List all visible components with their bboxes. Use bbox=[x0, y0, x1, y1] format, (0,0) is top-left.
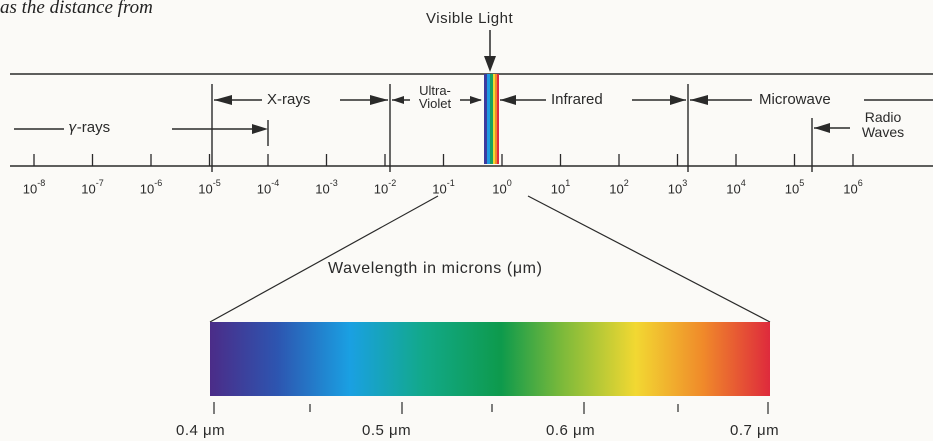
scale-tick-base: 10 bbox=[726, 181, 741, 197]
scale-tick-label: 10-7 bbox=[81, 178, 104, 197]
scale-tick-label: 10-1 bbox=[432, 178, 455, 197]
scale-tick-exponent: 3 bbox=[682, 178, 688, 188]
scale-tick-base: 10 bbox=[550, 181, 566, 197]
scale-tick-base: 10 bbox=[22, 181, 38, 197]
scale-tick-exponent: -4 bbox=[271, 178, 280, 188]
microwave-label: Microwave bbox=[756, 92, 834, 108]
visible-strip-green bbox=[490, 74, 493, 164]
scale-tick-label: 10-2 bbox=[373, 178, 397, 197]
radio-waves-label: Radio Waves bbox=[850, 110, 916, 140]
xray-arrow-right bbox=[370, 95, 388, 105]
visible-strip-orange bbox=[495, 74, 497, 164]
uv-arrow-right bbox=[470, 96, 482, 104]
scale-tick-label: 102 bbox=[609, 178, 629, 197]
caption-text: as the distance from bbox=[0, 0, 153, 18]
scale-tick-label: 104 bbox=[726, 178, 746, 197]
scale-tick-base: 10 bbox=[315, 181, 330, 197]
scale-tick-exponent: 0 bbox=[506, 178, 512, 188]
infrared-label: Infrared bbox=[548, 92, 606, 108]
ultraviolet-line2: Violet bbox=[418, 96, 452, 111]
uv-arrow-left bbox=[392, 96, 404, 104]
scale-tick-exponent: 4 bbox=[740, 178, 746, 188]
gamma-rays-label: 𝛾-rays bbox=[66, 120, 114, 136]
visible-light-label: Visible Light bbox=[426, 10, 514, 27]
scale-tick-base: 10 bbox=[256, 181, 272, 197]
scale-tick-base: 10 bbox=[432, 181, 447, 197]
wavelength-axis-label: Wavelength in microns (μm) bbox=[328, 260, 543, 277]
radio-arrow bbox=[814, 123, 830, 133]
scale-tick-exponent: -7 bbox=[95, 178, 104, 188]
x-rays-label: X-rays bbox=[264, 92, 314, 108]
micron-label-0.7: 0.7 μm bbox=[730, 422, 780, 439]
xray-arrow-left bbox=[214, 95, 232, 105]
scale-tick-base: 10 bbox=[373, 181, 389, 197]
scale-tick-base: 10 bbox=[784, 181, 800, 197]
scale-tick-label: 10-4 bbox=[256, 178, 280, 197]
scale-tick-base: 10 bbox=[198, 181, 213, 197]
micron-label-0.6: 0.6 μm bbox=[546, 422, 596, 439]
scale-tick-label: 10-8 bbox=[22, 178, 46, 197]
scale-tick-base: 10 bbox=[609, 181, 624, 197]
scale-tick-base: 10 bbox=[492, 181, 507, 197]
ultraviolet-line1: Ultra- bbox=[419, 83, 451, 98]
scale-tick-label: 101 bbox=[550, 178, 571, 197]
scale-tick-exponent: -8 bbox=[37, 178, 46, 188]
visible-strip-yellow bbox=[493, 74, 495, 164]
zoom-line-right bbox=[527, 195, 771, 323]
infrared-arrow-left bbox=[500, 95, 516, 105]
radio-waves-line1: Radio bbox=[864, 109, 902, 125]
scale-tick-label: 100 bbox=[492, 178, 512, 197]
scale-tick-exponent: -6 bbox=[154, 178, 163, 188]
radio-waves-line2: Waves bbox=[861, 124, 905, 140]
visible-strip-red bbox=[497, 74, 499, 164]
zoom-line-left bbox=[209, 195, 439, 323]
scale-tick-base: 10 bbox=[81, 181, 96, 197]
scale-tick-exponent: 2 bbox=[623, 178, 629, 188]
visible-strip-blue bbox=[487, 74, 490, 164]
scale-tick-exponent: 1 bbox=[565, 178, 571, 188]
visible-spectrum-bar bbox=[210, 322, 770, 396]
scale-tick-exponent: 5 bbox=[799, 178, 805, 188]
scale-tick-label: 103 bbox=[667, 178, 688, 197]
micron-label-0.5: 0.5 μm bbox=[362, 422, 412, 439]
infrared-arrow-right bbox=[670, 95, 686, 105]
scale-tick-marks bbox=[33, 154, 854, 166]
scale-tick-label: 10-3 bbox=[315, 178, 338, 197]
scale-tick-label: 106 bbox=[843, 178, 863, 197]
gamma-arrowhead bbox=[252, 124, 268, 134]
microwave-arrow-left bbox=[690, 95, 708, 105]
visible-strip-violet bbox=[484, 74, 487, 164]
scale-tick-exponent: -2 bbox=[388, 178, 397, 188]
scale-tick-label: 10-5 bbox=[198, 178, 221, 197]
visible-pointer-head bbox=[484, 56, 496, 72]
scale-tick-exponent: -3 bbox=[329, 178, 338, 188]
scale-tick-label: 10-6 bbox=[139, 178, 163, 197]
ultraviolet-label: Ultra- Violet bbox=[410, 84, 460, 110]
scale-tick-exponent: -1 bbox=[446, 178, 455, 188]
micron-label-0.4: 0.4 μm bbox=[176, 422, 226, 439]
scale-tick-exponent: -5 bbox=[212, 178, 221, 188]
scale-tick-label: 105 bbox=[784, 178, 805, 197]
scale-tick-exponent: 6 bbox=[857, 178, 863, 188]
scale-tick-base: 10 bbox=[843, 181, 858, 197]
scale-tick-base: 10 bbox=[667, 181, 683, 197]
scale-tick-base: 10 bbox=[139, 181, 155, 197]
